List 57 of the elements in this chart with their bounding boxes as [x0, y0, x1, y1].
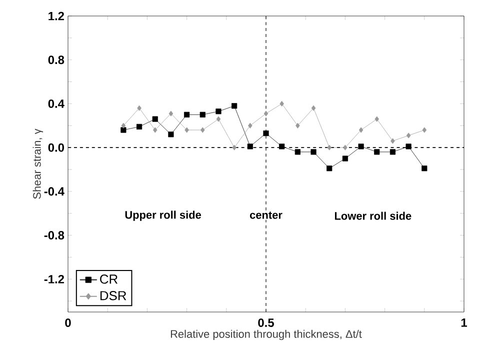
point [120, 127, 126, 133]
point [280, 100, 284, 106]
point [137, 105, 142, 111]
point [247, 144, 253, 150]
x-tick-label: 1 [461, 318, 467, 327]
y-tick-label: 0.8 [48, 56, 64, 64]
point [168, 132, 174, 138]
point [358, 144, 364, 150]
point [279, 144, 285, 150]
y-tick-label: 0.0 [48, 143, 64, 152]
point [390, 149, 396, 155]
point [184, 127, 189, 133]
point [422, 127, 427, 133]
annotation: Lower roll side [334, 212, 412, 220]
point [232, 144, 236, 150]
point [310, 149, 316, 155]
annotation: center [250, 212, 282, 219]
point [311, 105, 316, 111]
x-tick-label: 0.5 [258, 318, 274, 327]
point [152, 116, 158, 122]
point [390, 138, 395, 144]
y-tick-label: -0.4 [44, 187, 64, 196]
y-axis-title: Shear strain, γ [32, 128, 44, 199]
point [152, 127, 158, 133]
x-axis-title: Relative position through thickness, Δt/t [170, 330, 362, 340]
point [406, 144, 412, 150]
point [121, 122, 126, 128]
point [232, 103, 238, 109]
point [358, 127, 364, 133]
point [327, 144, 332, 150]
point [296, 122, 300, 128]
legend-label: CR [100, 274, 118, 284]
point [374, 149, 380, 155]
y-tick-label: 0.4 [48, 99, 64, 108]
point [216, 116, 221, 122]
point [248, 122, 252, 128]
point [168, 110, 174, 116]
y-tick-label: -0.8 [44, 231, 64, 240]
annotation: Upper roll side [125, 210, 202, 221]
point [294, 149, 300, 155]
point [342, 156, 348, 162]
point [263, 130, 269, 136]
point [200, 112, 206, 118]
point [136, 124, 142, 130]
point [422, 166, 428, 172]
point [406, 132, 411, 138]
point [343, 144, 348, 150]
y-tick-label: 1.2 [48, 12, 64, 20]
point [184, 112, 190, 118]
x-tick-label: 0 [65, 318, 71, 327]
point [374, 116, 380, 122]
point [326, 166, 332, 172]
legend-label: DSR [100, 291, 126, 300]
y-tick-label: -1.2 [44, 274, 64, 284]
point [264, 110, 268, 116]
point [200, 127, 205, 133]
point [216, 108, 222, 114]
